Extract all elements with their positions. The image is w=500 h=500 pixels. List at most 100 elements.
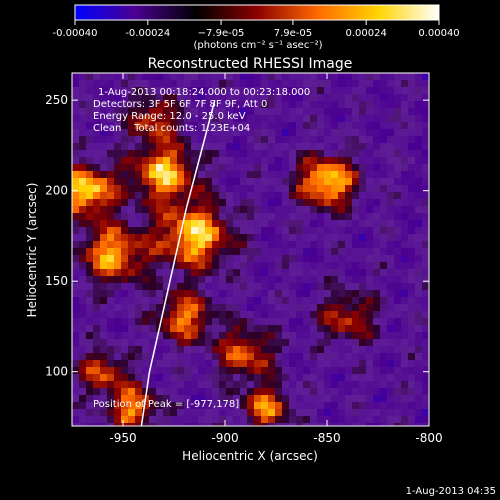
- heatmap-cell: [205, 73, 213, 81]
- heatmap-cell: [100, 423, 108, 426]
- heatmap-cell: [79, 416, 87, 424]
- heatmap-cell: [310, 297, 318, 305]
- heatmap-cell: [261, 94, 269, 102]
- heatmap-cell: [219, 353, 227, 361]
- heatmap-cell: [156, 206, 164, 214]
- heatmap-cell: [331, 360, 339, 368]
- heatmap-cell: [240, 353, 248, 361]
- heatmap-cell: [149, 87, 157, 95]
- heatmap-cell: [198, 115, 206, 123]
- heatmap-cell: [156, 115, 164, 123]
- heatmap-cell: [331, 304, 339, 312]
- heatmap-cell: [289, 136, 297, 144]
- heatmap-cell: [114, 206, 122, 214]
- heatmap-cell: [366, 339, 374, 347]
- heatmap-cell: [170, 94, 178, 102]
- heatmap-cell: [289, 332, 297, 340]
- heatmap-cell: [373, 136, 381, 144]
- heatmap-cell: [296, 136, 304, 144]
- heatmap-cell: [345, 339, 353, 347]
- heatmap-cell: [205, 402, 213, 410]
- heatmap-cell: [72, 402, 80, 410]
- heatmap-cell: [373, 171, 381, 179]
- heatmap-cell: [107, 402, 115, 410]
- heatmap-cell: [387, 388, 395, 396]
- heatmap-cell: [289, 388, 297, 396]
- heatmap-cell: [317, 395, 325, 403]
- heatmap-cell: [128, 262, 136, 270]
- heatmap-cell: [296, 164, 304, 172]
- heatmap-cell: [254, 290, 262, 298]
- heatmap-cell: [93, 80, 101, 88]
- heatmap-cell: [352, 304, 360, 312]
- heatmap-cell: [289, 360, 297, 368]
- heatmap-cell: [310, 269, 318, 277]
- heatmap-cell: [184, 346, 192, 354]
- heatmap-cell: [135, 304, 143, 312]
- heatmap-cell: [268, 346, 276, 354]
- heatmap-cell: [303, 234, 311, 242]
- heatmap-cell: [135, 234, 143, 242]
- heatmap-cell: [219, 388, 227, 396]
- heatmap-cell: [191, 262, 199, 270]
- heatmap-cell: [107, 157, 115, 165]
- heatmap-cell: [268, 262, 276, 270]
- heatmap-cell: [184, 255, 192, 263]
- heatmap-cell: [317, 199, 325, 207]
- heatmap-cell: [240, 171, 248, 179]
- heatmap-cell: [247, 178, 255, 186]
- heatmap-cell: [387, 402, 395, 410]
- heatmap-cell: [303, 199, 311, 207]
- heatmap-cell: [394, 395, 402, 403]
- heatmap-cell: [359, 136, 367, 144]
- heatmap-cell: [254, 192, 262, 200]
- heatmap-cell: [387, 185, 395, 193]
- heatmap-cell: [254, 164, 262, 172]
- heatmap-cell: [422, 73, 429, 81]
- heatmap-cell: [170, 108, 178, 116]
- heatmap-cell: [401, 325, 409, 333]
- heatmap-cell: [282, 213, 290, 221]
- heatmap-cell: [317, 80, 325, 88]
- heatmap-cell: [114, 178, 122, 186]
- heatmap-cell: [226, 94, 234, 102]
- heatmap-cell: [163, 255, 171, 263]
- heatmap-cell: [394, 87, 402, 95]
- heatmap-cell: [135, 73, 143, 81]
- heatmap-cell: [247, 73, 255, 81]
- heatmap-cell: [149, 129, 157, 137]
- heatmap-cell: [121, 388, 129, 396]
- heatmap-cell: [184, 339, 192, 347]
- heatmap-cell: [219, 248, 227, 256]
- heatmap-cell: [317, 143, 325, 151]
- heatmap-cell: [128, 143, 136, 151]
- heatmap-cell: [240, 87, 248, 95]
- heatmap-cell: [331, 367, 339, 375]
- heatmap-cell: [156, 395, 164, 403]
- heatmap-cell: [226, 164, 234, 172]
- heatmap-cell: [226, 115, 234, 123]
- heatmap-cell: [366, 164, 374, 172]
- heatmap-cell: [359, 192, 367, 200]
- heatmap-cell: [191, 339, 199, 347]
- heatmap-cell: [163, 318, 171, 326]
- heatmap-cell: [233, 318, 241, 326]
- heatmap-cell: [128, 395, 136, 403]
- heatmap-cell: [331, 136, 339, 144]
- heatmap-cell: [401, 157, 409, 165]
- heatmap-cell: [296, 360, 304, 368]
- heatmap-cell: [366, 94, 374, 102]
- heatmap-cell: [352, 416, 360, 424]
- heatmap-cell: [310, 206, 318, 214]
- heatmap-cell: [324, 262, 332, 270]
- heatmap-cell: [100, 339, 108, 347]
- heatmap-cell: [72, 213, 80, 221]
- heatmap-cell: [205, 318, 213, 326]
- heatmap-cell: [261, 388, 269, 396]
- heatmap-cell: [359, 185, 367, 193]
- heatmap-cell: [121, 213, 129, 221]
- heatmap-cell: [394, 220, 402, 228]
- heatmap-cell: [401, 80, 409, 88]
- heatmap-cell: [254, 227, 262, 235]
- heatmap-cell: [205, 192, 213, 200]
